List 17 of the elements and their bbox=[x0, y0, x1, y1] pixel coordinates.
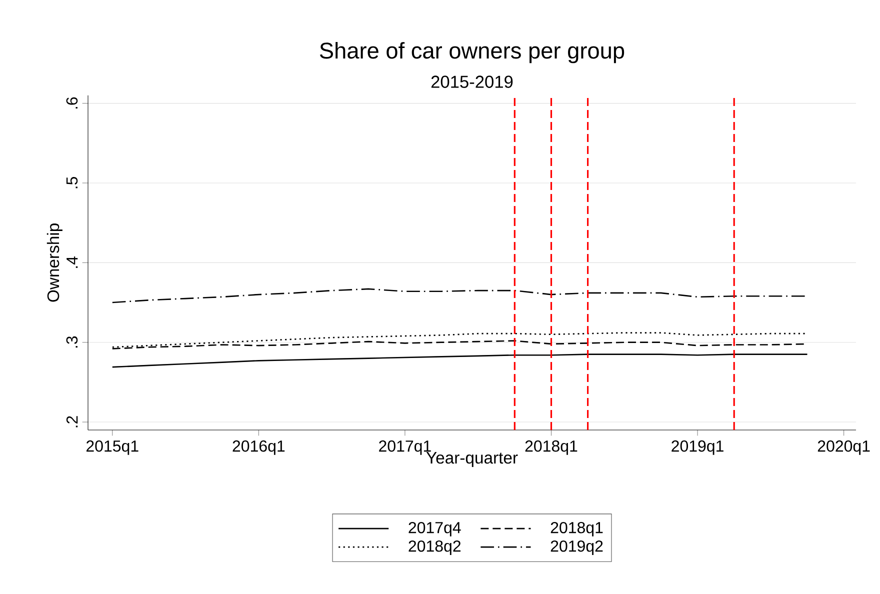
x-tick-label: 2019q1 bbox=[672, 440, 724, 455]
legend-label: 2018q1 bbox=[550, 522, 603, 536]
legend-label: 2017q4 bbox=[408, 522, 461, 536]
legend-label: 2018q2 bbox=[408, 540, 461, 555]
y-tick-label: .6 bbox=[66, 97, 78, 109]
x-tick-label: 2018q1 bbox=[525, 440, 578, 455]
y-tick-label: .4 bbox=[66, 256, 78, 268]
x-tick-label: 2015q1 bbox=[86, 440, 138, 455]
y-tick-label: .2 bbox=[66, 416, 78, 428]
x-tick-label: 2016q1 bbox=[232, 440, 285, 455]
y-tick-label: .3 bbox=[66, 336, 78, 348]
y-axis-title: Ownership bbox=[46, 224, 62, 302]
x-tick-label: 2020q1 bbox=[818, 440, 870, 455]
chart-title: Share of car owners per group bbox=[320, 42, 624, 64]
chart-subtitle: 2015-2019 bbox=[431, 76, 513, 88]
y-tick-label: .5 bbox=[66, 176, 78, 188]
legend-label: 2019q2 bbox=[550, 540, 603, 555]
